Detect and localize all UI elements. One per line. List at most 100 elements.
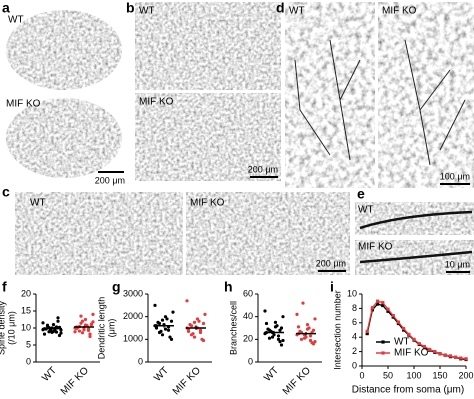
data-point — [276, 337, 281, 341]
data-point — [412, 337, 416, 341]
data-point — [42, 332, 47, 336]
y-tick-label: 5 — [26, 339, 31, 349]
data-point — [311, 342, 316, 346]
panel-c: c WT MIF KO 200 μm — [2, 184, 350, 275]
dendrite — [359, 210, 473, 230]
panel-letter: f — [2, 279, 7, 295]
data-point — [304, 335, 308, 339]
data-point — [308, 334, 313, 338]
y-axis-label: Intersection number — [332, 290, 342, 370]
data-point — [171, 310, 175, 314]
neurite — [404, 39, 466, 166]
scale-label: 10 μm — [445, 259, 470, 269]
y-tick-label: 8 — [352, 303, 357, 313]
data-point — [86, 327, 91, 331]
data-point — [386, 307, 390, 311]
data-point — [272, 333, 276, 337]
y-tick-label: 1000 — [123, 334, 143, 344]
data-point — [197, 319, 201, 323]
data-point — [298, 329, 302, 333]
y-tick-label: 2000 — [123, 311, 143, 321]
data-point — [438, 352, 442, 356]
image-label: WT — [8, 15, 24, 26]
data-point — [165, 317, 169, 321]
scale-label: 100 μm — [440, 171, 470, 181]
micrograph — [135, 2, 281, 90]
y-tick-label: 20 — [243, 334, 253, 344]
data-point — [79, 314, 83, 318]
micrograph — [378, 2, 474, 188]
image-label: WT — [30, 198, 46, 209]
micrograph — [15, 192, 183, 275]
panel-a: a WT MIF KO 200 μm — [2, 0, 125, 185]
data-point — [189, 333, 194, 337]
data-point — [59, 331, 63, 335]
data-point — [448, 354, 452, 358]
x-tick-label: MIF KO — [59, 365, 91, 397]
data-point — [376, 299, 380, 303]
data-point — [91, 312, 95, 316]
panel-e: e WT MIF KO 10 μm — [355, 186, 474, 275]
image-label: MIF KO — [382, 6, 417, 17]
data-point — [56, 316, 60, 320]
image-label: MIF KO — [358, 242, 393, 253]
y-tick-label: 40 — [243, 311, 253, 321]
data-point — [263, 309, 267, 313]
image-label: MIF KO — [190, 198, 225, 209]
data-point — [386, 309, 390, 313]
y-tick-label: 2 — [352, 346, 357, 356]
legend-marker — [381, 340, 385, 344]
y-tick-label: 0 — [248, 356, 253, 366]
data-point — [267, 336, 272, 340]
data-point — [428, 347, 432, 352]
panel-letter: d — [276, 0, 285, 16]
y-axis-label: (/10 μm) — [6, 311, 16, 345]
data-point — [80, 331, 85, 335]
data-point — [281, 315, 285, 319]
data-point — [305, 327, 310, 331]
x-tick-label: WT — [40, 365, 59, 384]
micrograph — [285, 2, 375, 188]
data-point — [50, 330, 54, 335]
data-point — [168, 335, 172, 339]
y-tick-label: 60 — [243, 288, 253, 298]
data-point — [301, 301, 305, 305]
data-point — [169, 319, 174, 323]
data-point — [279, 343, 284, 347]
data-point — [89, 323, 94, 327]
panel-letter: e — [357, 186, 365, 202]
data-point — [160, 333, 165, 337]
data-point — [77, 329, 82, 333]
data-point — [57, 333, 62, 338]
y-tick-label: 15 — [21, 305, 31, 315]
data-point — [192, 320, 197, 324]
data-point — [276, 334, 281, 338]
data-point — [311, 328, 316, 332]
data-point — [313, 340, 317, 344]
image-label: MIF KO — [139, 97, 174, 108]
data-point — [381, 301, 385, 305]
data-point — [365, 329, 369, 334]
panel-letter: i — [330, 279, 334, 295]
data-point — [402, 326, 406, 331]
data-point — [91, 320, 95, 324]
data-point — [391, 314, 395, 318]
data-point — [79, 321, 83, 325]
y-tick-label: 20 — [21, 288, 31, 298]
image-label: WT — [289, 6, 305, 17]
data-point — [73, 330, 77, 334]
data-point — [459, 356, 463, 360]
x-tick-label: 0 — [359, 370, 364, 380]
scale-label: 200 μm — [316, 258, 346, 268]
x-tick-label: WT — [262, 365, 281, 384]
x-tick-label: MIF KO — [171, 365, 203, 397]
brain-slice — [6, 98, 122, 178]
data-point — [422, 344, 426, 349]
legend-label: WT — [394, 337, 410, 348]
data-point — [266, 327, 270, 331]
data-point — [160, 318, 165, 322]
y-axis-label: Branches/cell — [228, 301, 238, 355]
image-label: MIF KO — [6, 99, 41, 110]
data-point — [47, 330, 51, 334]
